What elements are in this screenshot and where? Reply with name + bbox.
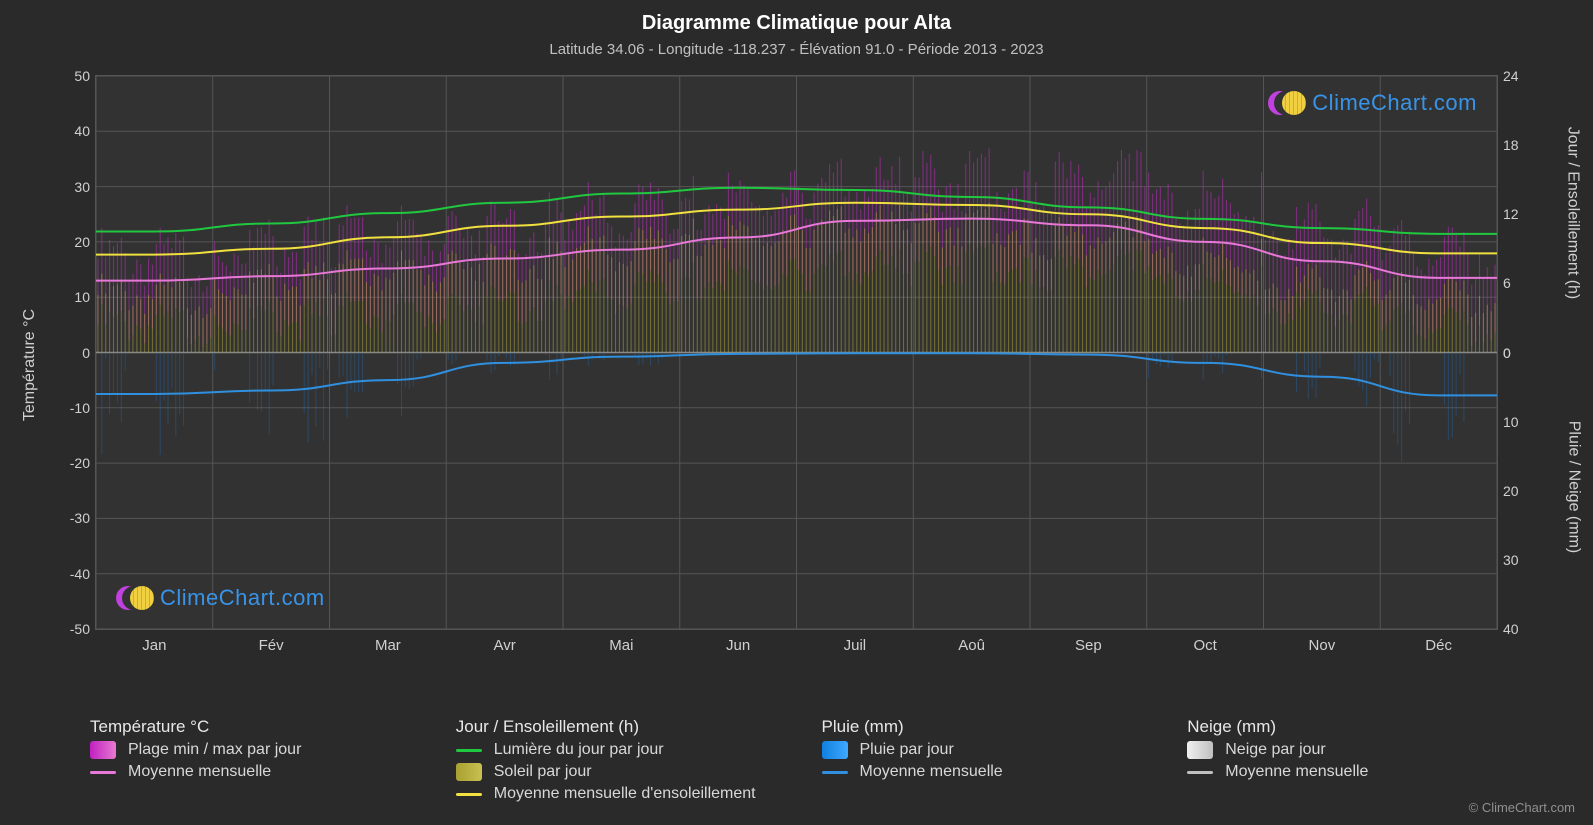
legend-item: Soleil par jour	[456, 763, 802, 781]
y-right-bottom-tick: 30	[1497, 552, 1519, 568]
x-month-tick: Mar	[375, 629, 401, 654]
y-left-tick: -20	[70, 455, 96, 471]
y-right-bottom-tick: 0	[1497, 345, 1511, 361]
x-month-tick: Avr	[494, 629, 516, 654]
y-left-tick: -50	[70, 621, 96, 637]
y-left-tick: 50	[74, 68, 96, 84]
legend-item: Moyenne mensuelle	[1187, 763, 1533, 781]
y-left-tick: 20	[74, 234, 96, 250]
y-left-tick: -10	[70, 400, 96, 416]
y-left-tick: -30	[70, 510, 96, 526]
logo-icon	[116, 586, 154, 610]
chart-subtitle: Latitude 34.06 - Longitude -118.237 - Él…	[0, 41, 1593, 58]
watermark-bottom: ClimeChart.com	[116, 585, 325, 611]
legend-label: Lumière du jour par jour	[494, 741, 664, 759]
legend-label: Moyenne mensuelle	[128, 763, 271, 781]
x-month-tick: Déc	[1425, 629, 1452, 654]
x-month-tick: Juil	[844, 629, 867, 654]
y-left-tick: 10	[74, 289, 96, 305]
legend-group-title: Jour / Ensoleillement (h)	[456, 717, 802, 737]
x-month-tick: Jun	[726, 629, 750, 654]
watermark-text: ClimeChart.com	[1312, 90, 1477, 116]
legend-swatch	[1187, 771, 1213, 774]
legend-swatch	[822, 741, 848, 759]
legend-label: Soleil par jour	[494, 763, 592, 781]
legend-item: Plage min / max par jour	[90, 741, 436, 759]
legend-item: Lumière du jour par jour	[456, 741, 802, 759]
legend-group: Température °C Plage min / max par jour Mo…	[90, 717, 436, 807]
page: Diagramme Climatique pour Alta Latitude …	[0, 0, 1593, 825]
legend-group: Pluie (mm) Pluie par jour Moyenne mensuell…	[822, 717, 1168, 807]
legend-group: Neige (mm) Neige par jour Moyenne mensuell…	[1187, 717, 1533, 807]
y-axis-right-top-label: Jour / Ensoleillement (h)	[1564, 126, 1582, 299]
y-right-top-tick: 18	[1497, 137, 1519, 153]
y-left-tick: 30	[74, 179, 96, 195]
legend-swatch	[456, 763, 482, 781]
legend-swatch	[456, 793, 482, 796]
watermark-top: ClimeChart.com	[1268, 90, 1477, 116]
y-right-bottom-tick: 40	[1497, 621, 1519, 637]
logo-icon	[1268, 91, 1306, 115]
legend-label: Moyenne mensuelle d'ensoleillement	[494, 785, 756, 803]
y-axis-left-label: Température °C	[21, 309, 39, 421]
legend-group-title: Température °C	[90, 717, 436, 737]
y-axis-right-bottom-label: Pluie / Neige (mm)	[1564, 421, 1582, 553]
y-right-top-tick: 24	[1497, 68, 1519, 84]
legend-swatch	[1187, 741, 1213, 759]
chart-area: Température °C Jour / Ensoleillement (h)…	[40, 60, 1553, 670]
legend-item: Moyenne mensuelle	[90, 763, 436, 781]
legend-label: Moyenne mensuelle	[1225, 763, 1368, 781]
x-month-tick: Fév	[259, 629, 284, 654]
legend: Température °C Plage min / max par jour Mo…	[90, 717, 1533, 807]
y-left-tick: 0	[82, 345, 96, 361]
legend-label: Plage min / max par jour	[128, 741, 301, 759]
legend-swatch	[822, 771, 848, 774]
watermark-text: ClimeChart.com	[160, 585, 325, 611]
legend-label: Neige par jour	[1225, 741, 1326, 759]
legend-swatch	[90, 741, 116, 759]
legend-item: Moyenne mensuelle d'ensoleillement	[456, 785, 802, 803]
legend-label: Moyenne mensuelle	[860, 763, 1003, 781]
legend-label: Pluie par jour	[860, 741, 954, 759]
legend-swatch	[90, 771, 116, 774]
plot-area: ClimeChart.com ClimeChart.com -50-40-30-…	[95, 75, 1498, 630]
y-right-top-tick: 6	[1497, 275, 1511, 291]
chart-title: Diagramme Climatique pour Alta	[0, 12, 1593, 35]
legend-item: Moyenne mensuelle	[822, 763, 1168, 781]
legend-swatch	[456, 749, 482, 752]
legend-group: Jour / Ensoleillement (h) Lumière du jour…	[456, 717, 802, 807]
legend-group-title: Neige (mm)	[1187, 717, 1533, 737]
y-right-top-tick: 12	[1497, 206, 1519, 222]
x-month-tick: Sep	[1075, 629, 1102, 654]
x-month-tick: Nov	[1309, 629, 1336, 654]
y-left-tick: -40	[70, 566, 96, 582]
y-right-bottom-tick: 20	[1497, 483, 1519, 499]
title-block: Diagramme Climatique pour Alta Latitude …	[0, 0, 1593, 58]
x-month-tick: Oct	[1193, 629, 1216, 654]
legend-item: Pluie par jour	[822, 741, 1168, 759]
copyright: © ClimeChart.com	[1469, 800, 1575, 815]
y-left-tick: 40	[74, 123, 96, 139]
legend-item: Neige par jour	[1187, 741, 1533, 759]
y-right-bottom-tick: 10	[1497, 414, 1519, 430]
legend-group-title: Pluie (mm)	[822, 717, 1168, 737]
x-month-tick: Mai	[609, 629, 633, 654]
chart-svg	[96, 76, 1497, 629]
x-month-tick: Aoû	[958, 629, 985, 654]
x-month-tick: Jan	[142, 629, 166, 654]
